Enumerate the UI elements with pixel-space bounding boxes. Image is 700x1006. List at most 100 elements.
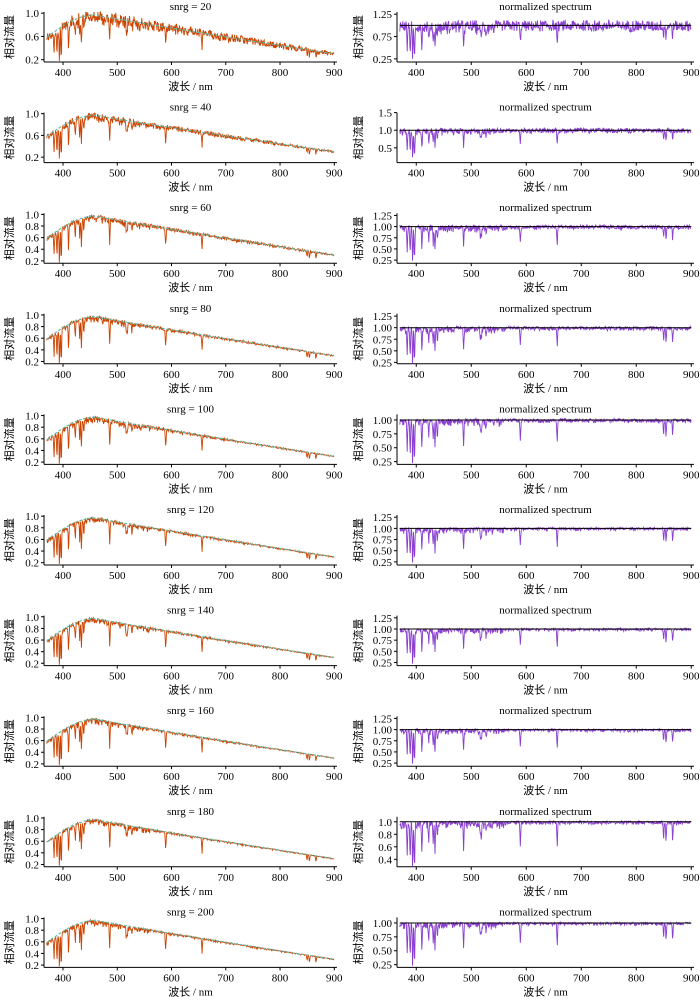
y-axis-label: 相对流量 <box>2 820 16 864</box>
x-tick-label: 500 <box>109 972 126 984</box>
x-tick-label: 800 <box>628 972 645 984</box>
x-tick-label: 800 <box>272 369 289 381</box>
panel-right-9: normalized spectrum 400 500 600 700 800 900 0.4… <box>351 806 700 898</box>
y-tick-label: 0.50 <box>373 244 393 256</box>
x-tick-label: 900 <box>683 872 700 884</box>
x-axis-label: 波长 / nm <box>168 583 213 596</box>
x-axis-label: 波长 / nm <box>168 382 213 395</box>
panel-title: normalized spectrum <box>499 1 592 13</box>
normalized-spectrum-line <box>399 19 692 59</box>
model-spectrum-line <box>46 617 335 658</box>
y-axis-label: 相对流量 <box>2 619 16 663</box>
y-tick-label: 1.0 <box>25 813 39 825</box>
panel-right-6: normalized spectrum 400 500 600 700 800 900 0.2… <box>351 504 700 596</box>
x-tick-label: 400 <box>55 671 72 683</box>
panel-left-6: snrg = 120 400 500 600 700 800 900 0.20.40.60.8… <box>2 504 343 596</box>
observed-spectrum-line <box>46 515 335 564</box>
x-tick-label: 600 <box>518 671 535 683</box>
y-tick-label: 0.2 <box>25 759 39 771</box>
y-tick-label: 0.4 <box>25 345 39 357</box>
x-tick-label: 500 <box>109 469 126 481</box>
y-tick-label: 0.6 <box>25 937 39 949</box>
observed-spectrum-line <box>46 213 335 263</box>
y-axis-label: 相对流量 <box>2 15 16 59</box>
panel-left-4: snrg = 80 400 500 600 700 800 900 0.20.40.60.81… <box>2 303 343 395</box>
x-tick-label: 500 <box>463 570 480 582</box>
y-tick-label: 1.00 <box>373 725 393 737</box>
x-tick-label: 500 <box>463 369 480 381</box>
x-axis-label: 波长 / nm <box>523 482 568 495</box>
x-tick-label: 900 <box>683 469 700 481</box>
y-tick-label: 0.6 <box>25 333 39 345</box>
y-tick-label: 0.2 <box>25 256 39 268</box>
y-tick-label: 1.00 <box>373 624 393 636</box>
y-tick-label: 0.6 <box>25 736 39 748</box>
x-tick-label: 700 <box>573 771 590 783</box>
x-tick-label: 900 <box>326 67 343 79</box>
x-tick-label: 900 <box>326 469 343 481</box>
panel-title: snrg = 140 <box>167 605 214 617</box>
y-tick-label: 0.50 <box>373 443 393 455</box>
y-axis-label: 相对流量 <box>2 317 16 361</box>
normalized-spectrum-line <box>399 126 692 158</box>
x-tick-label: 700 <box>218 168 235 180</box>
x-tick-label: 700 <box>218 469 235 481</box>
y-axis-label: 相对流量 <box>2 216 16 260</box>
y-tick-label: 0.8 <box>378 829 392 841</box>
y-tick-label: 0.2 <box>25 859 39 871</box>
observed-spectrum-line <box>46 616 335 665</box>
y-axis-label: 相对流量 <box>2 116 16 160</box>
x-tick-label: 600 <box>163 469 180 481</box>
y-tick-label: 0.75 <box>373 233 393 245</box>
observed-spectrum-line <box>46 415 335 464</box>
y-tick-label: 0.2 <box>25 55 39 67</box>
panel-title: snrg = 160 <box>167 705 214 717</box>
x-tick-label: 800 <box>272 972 289 984</box>
y-tick-label: 0.6 <box>378 842 392 854</box>
y-axis-label: 相对流量 <box>351 518 365 562</box>
panel-right-1: normalized spectrum 400 500 600 700 800 900 0.2… <box>351 1 700 93</box>
y-tick-label: 1.0 <box>25 209 39 221</box>
x-tick-label: 800 <box>628 570 645 582</box>
y-tick-label: 0.8 <box>25 322 39 334</box>
y-tick-label: 0.8 <box>25 623 39 635</box>
model-spectrum-line <box>46 919 335 960</box>
y-axis-label: 相对流量 <box>351 619 365 663</box>
panel-right-2: normalized spectrum 400 500 600 700 800 900 0.5… <box>351 102 700 194</box>
x-tick-label: 800 <box>272 268 289 280</box>
normalized-spectrum-line <box>399 223 692 261</box>
x-tick-label: 900 <box>326 369 343 381</box>
x-tick-label: 800 <box>628 67 645 79</box>
y-tick-label: 0.2 <box>25 356 39 368</box>
y-tick-label: 0.8 <box>25 724 39 736</box>
y-tick-label: 0.6 <box>25 836 39 848</box>
y-tick-label: 1.0 <box>25 511 39 523</box>
x-tick-label: 600 <box>163 872 180 884</box>
x-tick-label: 400 <box>408 972 425 984</box>
y-axis-label: 相对流量 <box>351 820 365 864</box>
x-tick-label: 800 <box>628 872 645 884</box>
x-tick-label: 900 <box>326 570 343 582</box>
x-tick-label: 500 <box>463 771 480 783</box>
panel-title: snrg = 20 <box>170 1 212 13</box>
normalized-spectrum-line <box>399 920 692 966</box>
y-tick-label: 0.75 <box>373 429 393 441</box>
y-tick-label: 0.2 <box>25 152 39 164</box>
y-tick-label: 0.50 <box>373 646 393 658</box>
x-tick-label: 800 <box>628 671 645 683</box>
panel-title: normalized spectrum <box>499 906 592 918</box>
x-tick-label: 600 <box>163 369 180 381</box>
y-tick-label: 0.25 <box>373 357 393 369</box>
x-tick-label: 900 <box>326 268 343 280</box>
normalized-spectrum-line <box>399 525 692 563</box>
y-tick-label: 1.5 <box>378 108 392 120</box>
x-tick-label: 900 <box>683 570 700 582</box>
x-tick-label: 700 <box>573 972 590 984</box>
y-tick-label: 0.6 <box>25 31 39 43</box>
normalized-spectrum-line <box>399 727 692 764</box>
y-tick-label: 0.6 <box>25 434 39 446</box>
panel-title: snrg = 80 <box>170 303 212 315</box>
x-tick-label: 900 <box>683 67 700 79</box>
x-tick-label: 400 <box>55 168 72 180</box>
